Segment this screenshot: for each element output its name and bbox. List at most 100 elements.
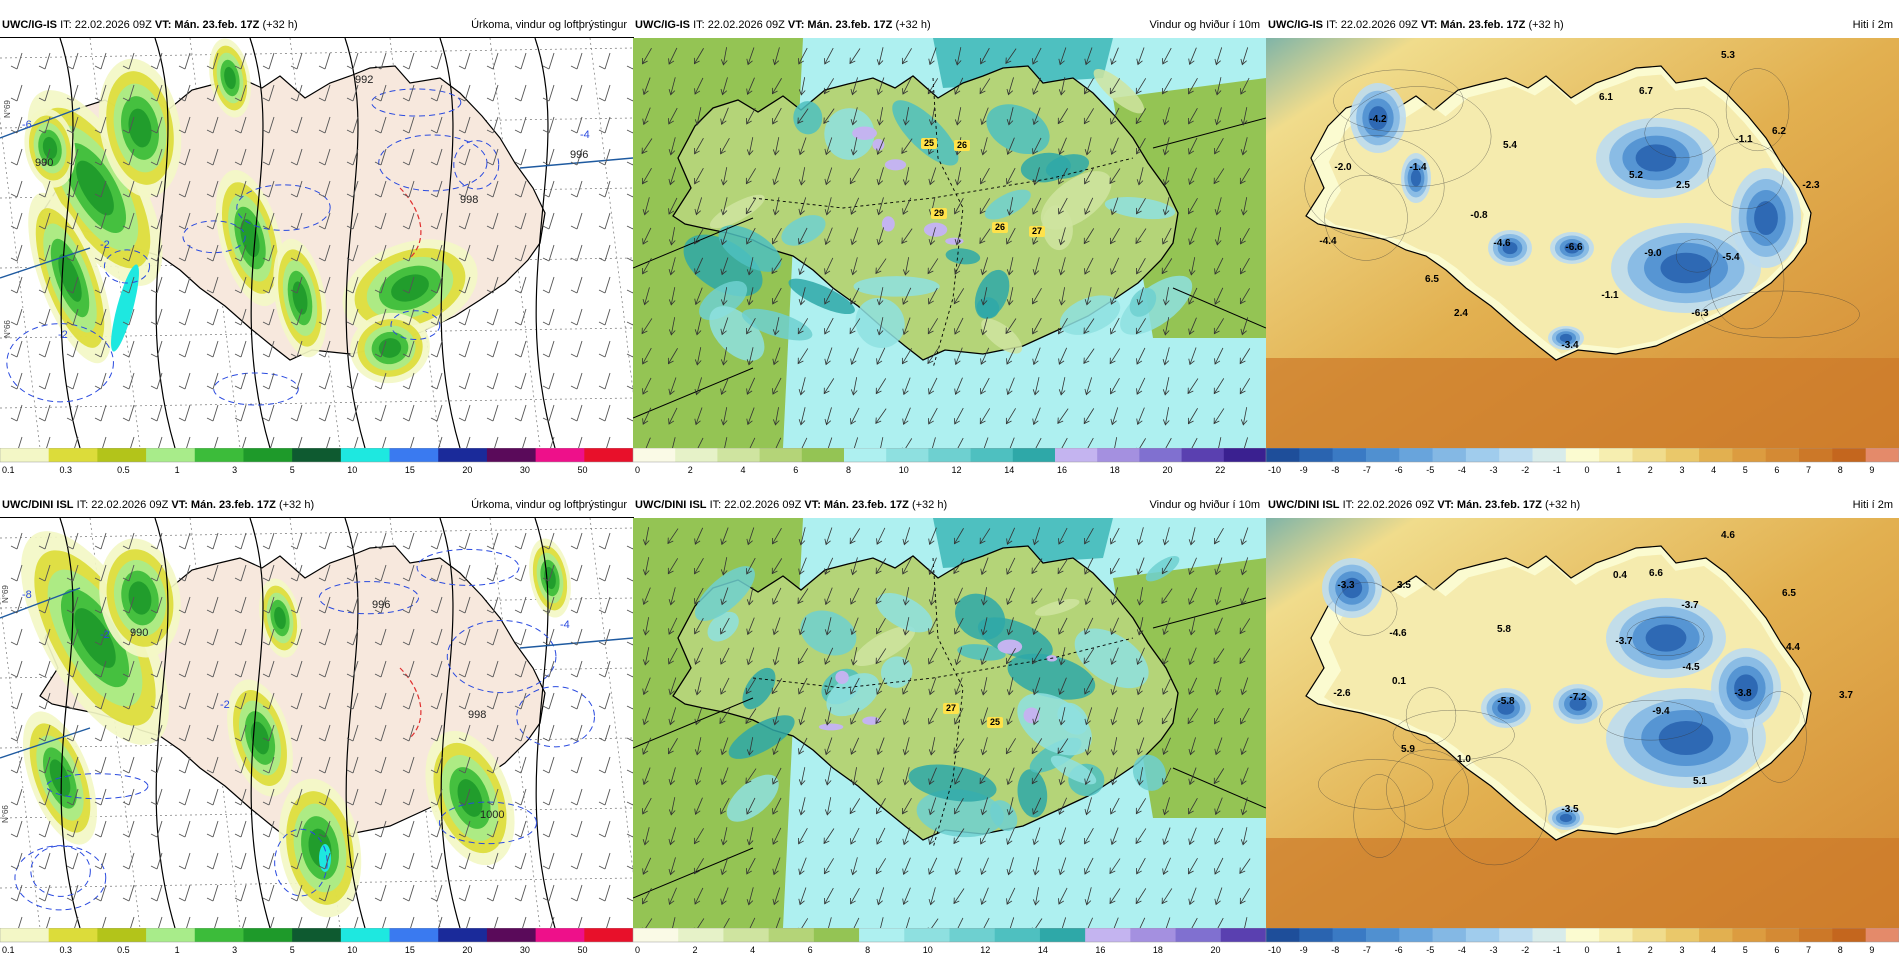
gust-label-bg <box>987 717 1003 728</box>
wind-arrow <box>772 197 780 216</box>
colorbar-tick-label: 50 <box>577 945 587 955</box>
wind-barb <box>178 724 191 742</box>
wind-arrow <box>798 227 808 245</box>
wind-arrow <box>1083 648 1095 665</box>
wind-arrow <box>694 587 704 605</box>
wind-barb <box>402 52 415 70</box>
isotherm-line <box>1675 238 1719 273</box>
wind-arrow <box>1058 767 1066 786</box>
wind-barb <box>262 532 275 550</box>
wind-arrow <box>850 677 860 695</box>
colorbar-svg: -10 -9 -8 -7 -6 -5 -4 -3 -2 -1 0 1 2 3 4 5 6 7 8 9 <box>1266 448 1899 475</box>
map-svg: 5.36.16.7-4.2-2.0 -1.45.4-1.16.25.22.5 -2.… <box>1266 38 1899 448</box>
wind-arrow <box>876 287 884 306</box>
wind-barb <box>486 788 499 806</box>
wind-arrow <box>798 677 808 695</box>
wind-arrow <box>876 887 885 906</box>
wind-arrow <box>642 767 651 786</box>
colorbar-tick-label: 10 <box>347 465 357 475</box>
wind-arrow <box>1059 917 1067 928</box>
temperature-label: -1.1 <box>1735 134 1753 145</box>
wind-arrow <box>1162 857 1171 875</box>
wind-arrow <box>850 257 858 276</box>
wind-arrow <box>824 137 833 156</box>
wind-barb <box>430 212 443 230</box>
colorbar-tick-label: 0.3 <box>60 945 73 955</box>
wind-arrow <box>668 167 677 186</box>
wind-arrow <box>642 197 650 216</box>
wind-barb <box>542 340 555 358</box>
wind-barb <box>542 724 555 742</box>
wind-arrow <box>642 737 652 755</box>
wind-barb <box>326 916 331 928</box>
wind-arrow <box>746 647 755 666</box>
wind-barb <box>122 788 135 806</box>
region-border <box>752 637 1134 689</box>
wind-barb <box>402 212 415 230</box>
wind-arrow <box>875 588 887 605</box>
wind-arrow <box>980 47 990 65</box>
wind-arrow <box>953 738 965 755</box>
wind-barb <box>206 884 219 902</box>
temperature-label: 3.5 <box>1397 580 1411 591</box>
wind-arrow <box>850 917 860 928</box>
wind-arrow <box>901 438 913 448</box>
wind-barb <box>402 660 415 678</box>
wind-arrow <box>902 77 912 95</box>
wind-arrow <box>1135 438 1147 448</box>
isobar-line <box>534 38 556 448</box>
wind-speed-area <box>986 104 1050 155</box>
colorbar-swatch <box>1432 448 1467 462</box>
wind-barb <box>10 84 23 102</box>
wind-arrow <box>875 798 886 815</box>
frame-line <box>633 217 754 269</box>
temperature-contour <box>46 773 149 800</box>
wind-barb <box>402 596 415 614</box>
wind-arrow <box>954 167 962 186</box>
wind-barb <box>38 244 51 262</box>
graticule-line <box>589 38 633 394</box>
wind-barb <box>66 52 79 70</box>
wind-barb <box>122 724 135 742</box>
wind-barb <box>94 84 107 102</box>
wind-arrow <box>642 227 652 245</box>
wind-barb <box>318 564 331 582</box>
wind-barb <box>598 628 611 646</box>
wind-barb <box>150 660 163 678</box>
wind-arrow <box>694 437 704 448</box>
wind-arrow <box>772 377 782 395</box>
wind-barb <box>374 404 387 422</box>
wind-arrow <box>771 558 783 575</box>
wind-arrow <box>876 677 886 695</box>
wind-arrow <box>850 827 860 845</box>
wind-barb <box>486 884 499 902</box>
wind-barb <box>38 372 51 390</box>
wind-barb <box>94 372 107 390</box>
wind-arrow <box>1240 137 1248 156</box>
graticule-line <box>0 597 41 928</box>
wind-arrow <box>720 737 729 756</box>
wind-arrow <box>1162 617 1171 636</box>
wind-speed-area <box>853 276 940 297</box>
temperature-label: -6.3 <box>1691 308 1709 319</box>
wind-arrow <box>1187 858 1198 875</box>
wind-barb <box>178 212 191 230</box>
wind-arrow <box>772 137 780 156</box>
wind-arrow <box>745 708 757 725</box>
wind-arrow <box>1031 288 1042 305</box>
colorbar-tick-label: 15 <box>405 465 415 475</box>
wind-arrow <box>694 257 704 275</box>
wind-barb <box>206 84 219 102</box>
isotherm-line <box>1335 581 1398 636</box>
wind-barb <box>570 532 583 550</box>
wind-barb <box>430 244 443 262</box>
wind-arrow <box>875 648 887 665</box>
isotherm-line <box>1644 108 1720 159</box>
wind-barb <box>626 161 633 166</box>
wind-arrow <box>824 47 834 65</box>
wind-arrow <box>720 227 729 246</box>
wind-barb <box>262 852 275 870</box>
wind-arrow <box>720 47 728 66</box>
wind-arrow <box>1162 647 1171 666</box>
wind-arrow <box>1240 707 1250 725</box>
